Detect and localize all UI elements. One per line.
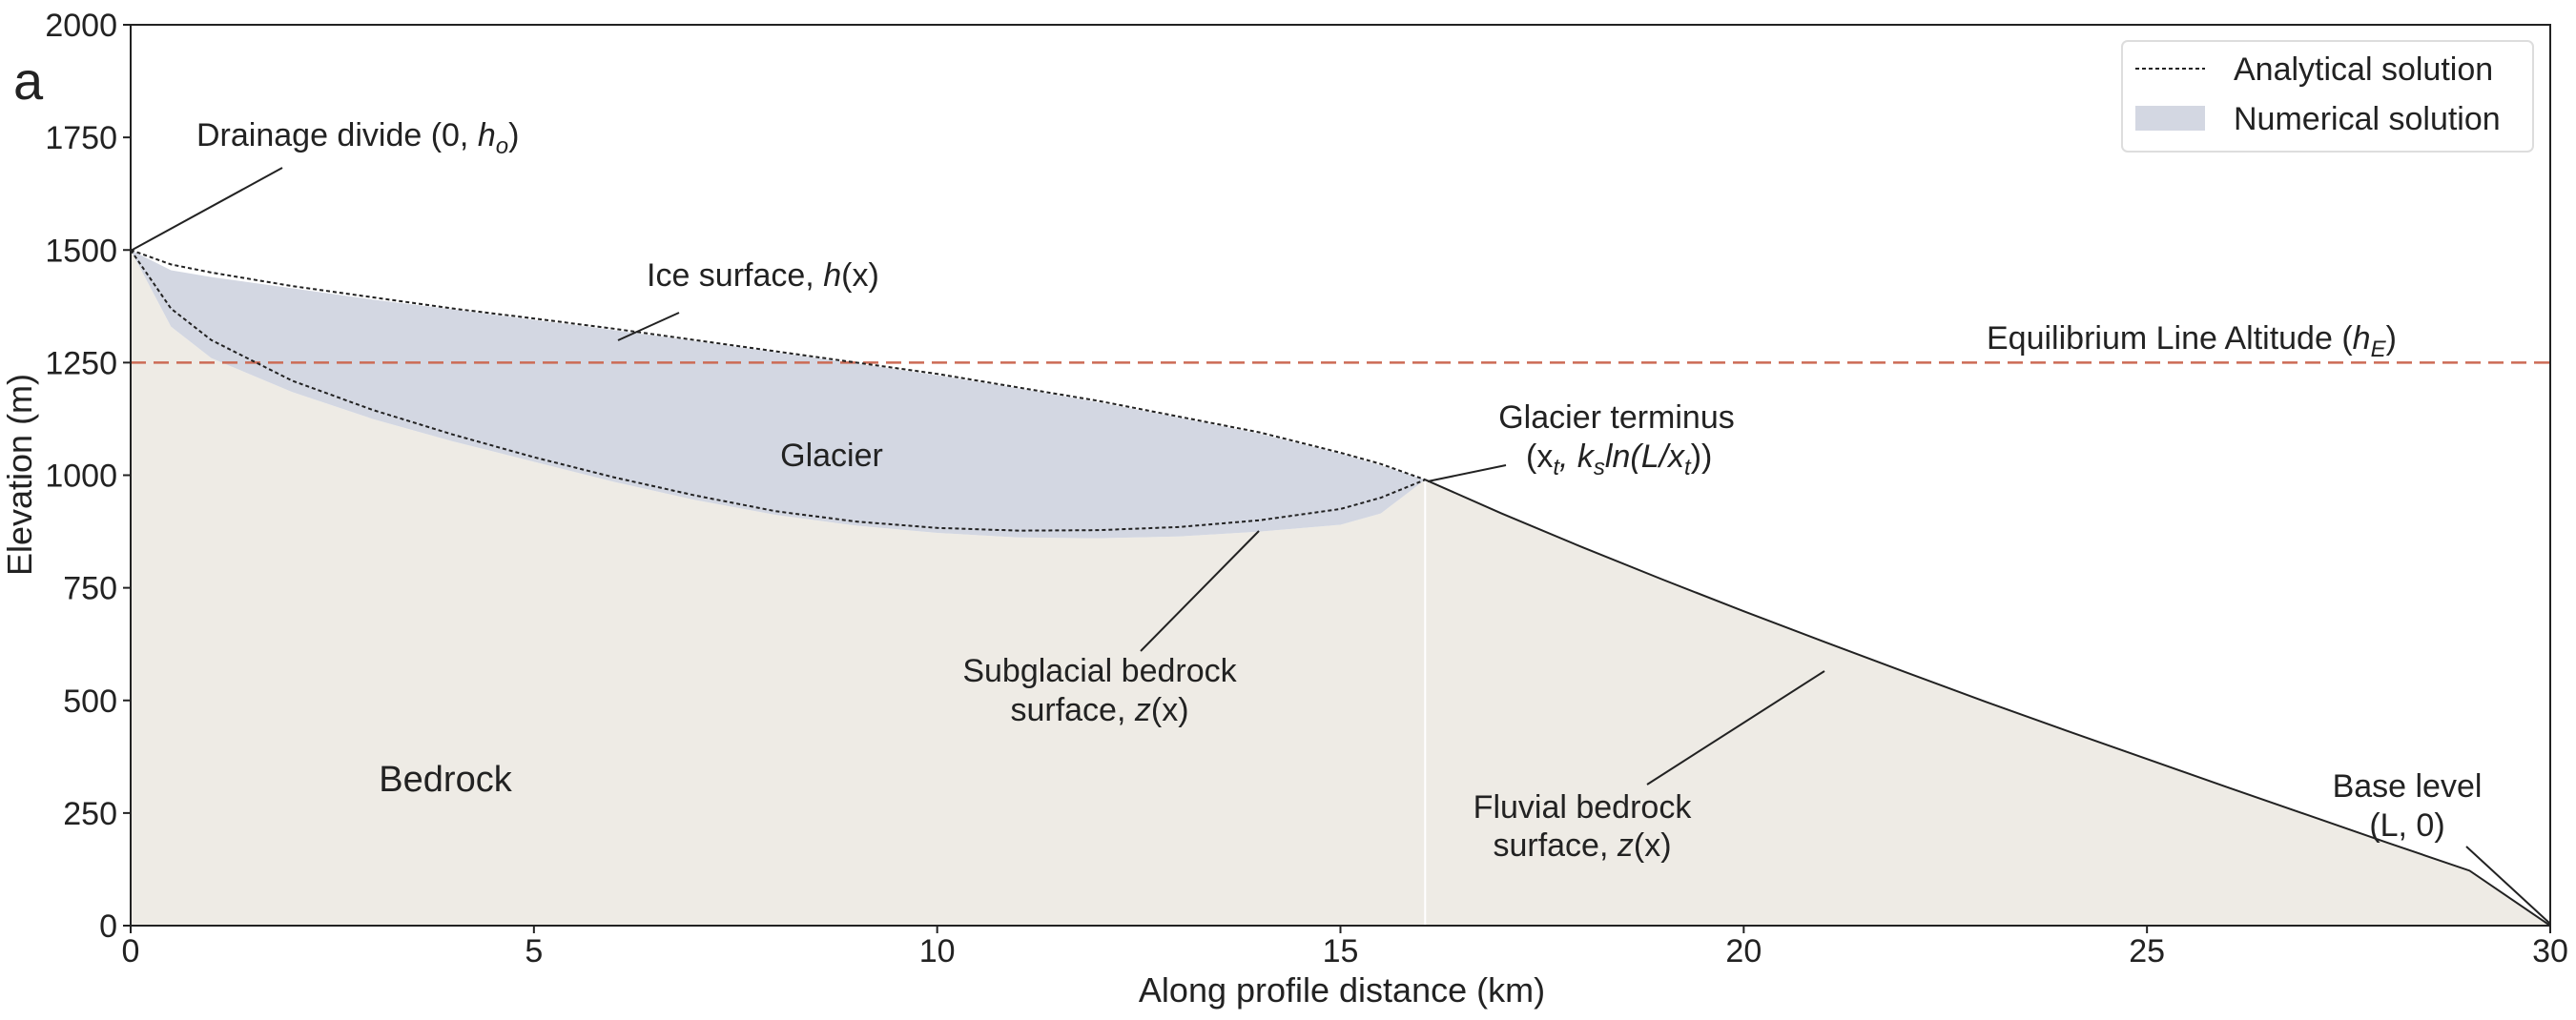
y-tick-label: 750 [63, 571, 117, 607]
ice-surface-label: Ice surface, h(x) [647, 257, 879, 294]
gt-sub3: t [1684, 455, 1692, 480]
ice-surface-args: (x) [841, 257, 879, 294]
legend-numerical-swatch [2135, 106, 2205, 131]
drainage-divide-var: h [478, 117, 496, 153]
leader-base-level [2465, 846, 2551, 925]
x-tick-label: 15 [1323, 933, 1359, 969]
panel-label: a [13, 51, 44, 111]
drainage-divide-sub: o [496, 133, 508, 159]
bedrock-area [131, 250, 2550, 926]
y-tick-label: 1250 [45, 345, 117, 381]
plot-area [130, 249, 2551, 927]
y-axis-label: Elevation (m) [0, 374, 39, 576]
fb-text: surface, [1493, 827, 1608, 864]
leader-lines [130, 167, 2551, 925]
fluvial-bedrock-label-line2: surface, z(x) [1493, 827, 1671, 864]
ela-var: h [2353, 320, 2371, 357]
leader-fluvial-bedrock [1646, 670, 1825, 785]
bedrock-label: Bedrock [379, 760, 512, 800]
legend-analytical-label: Analytical solution [2234, 51, 2493, 88]
x-tick-label: 0 [122, 933, 140, 969]
numerical-glacier-area [131, 250, 1426, 539]
y-tick-label: 2000 [45, 8, 117, 44]
glacier-terminus-label-line1: Glacier terminus [1498, 399, 1735, 436]
leader-drainage-divide [130, 167, 283, 252]
drainage-divide-text: Drainage divide (0, [196, 117, 468, 153]
base-level-label-line1: Base level [2333, 768, 2483, 805]
fluvial-bedrock-line [1424, 479, 2551, 927]
ice-surface-text: Ice surface, [647, 257, 814, 294]
ela-close: ) [2386, 320, 2397, 357]
x-tick-label: 25 [2129, 933, 2165, 969]
leader-subglacial-bedrock [1140, 530, 1260, 652]
x-tick-label: 5 [525, 933, 543, 969]
gt-rest: ln(L/x [1605, 439, 1685, 475]
drainage-divide-close: ) [508, 117, 519, 153]
subglacial-bedrock-label-line1: Subglacial bedrock [962, 653, 1237, 689]
sgb-args: (x) [1151, 692, 1189, 728]
y-tick-label: 250 [63, 796, 117, 832]
fb-var: z [1617, 827, 1634, 864]
gt-mid: , k [1559, 439, 1596, 475]
gt-end: )) [1691, 439, 1713, 475]
sgb-var: z [1134, 692, 1151, 728]
x-tick-label: 30 [2532, 933, 2568, 969]
glacier-terminus-label-line2: (xt, ksln(L/xt)) [1526, 439, 1712, 480]
ice-surface-var: h [823, 257, 841, 294]
axes: 0 5 10 15 20 25 30 0 250 500 750 1000 1250 1500 1750 20… [45, 8, 2568, 969]
gt-sub2: s [1594, 455, 1605, 480]
analytical-bedrock-line [130, 249, 1426, 532]
y-tick-label: 1750 [45, 120, 117, 156]
ela-label: Equilibrium Line Altitude (hE) [1987, 320, 2397, 362]
y-tick-label: 500 [63, 683, 117, 720]
fb-args: (x) [1634, 827, 1672, 864]
leader-glacier-terminus [1427, 464, 1507, 482]
glacier-label: Glacier [780, 438, 883, 474]
gt-sub1: t [1553, 455, 1560, 480]
sgb-text: surface, [1010, 692, 1125, 728]
y-tick-label: 1000 [45, 459, 117, 495]
x-axis-label: Along profile distance (km) [1139, 970, 1545, 1010]
drainage-divide-label: Drainage divide (0, ho) [196, 117, 519, 159]
legend-box [2121, 40, 2534, 153]
ela-text: Equilibrium Line Altitude ( [1987, 320, 2353, 357]
analytical-ice-surface-line [130, 249, 1426, 481]
x-tick-label: 10 [919, 933, 956, 969]
y-tick-label: 0 [99, 908, 117, 945]
base-level-label-line2: (L, 0) [2369, 807, 2444, 844]
fluvial-bedrock-label-line1: Fluvial bedrock [1473, 789, 1693, 826]
ela-sub: E [2371, 337, 2387, 362]
legend: Analytical solution Numerical solution [2121, 40, 2534, 153]
y-tick-label: 1500 [45, 233, 117, 269]
x-tick-label: 20 [1725, 933, 1762, 969]
legend-numerical-label: Numerical solution [2234, 101, 2501, 137]
subglacial-bedrock-label-line2: surface, z(x) [1010, 692, 1188, 728]
leader-ice-surface [617, 312, 680, 341]
gt-open: (x [1526, 439, 1553, 475]
